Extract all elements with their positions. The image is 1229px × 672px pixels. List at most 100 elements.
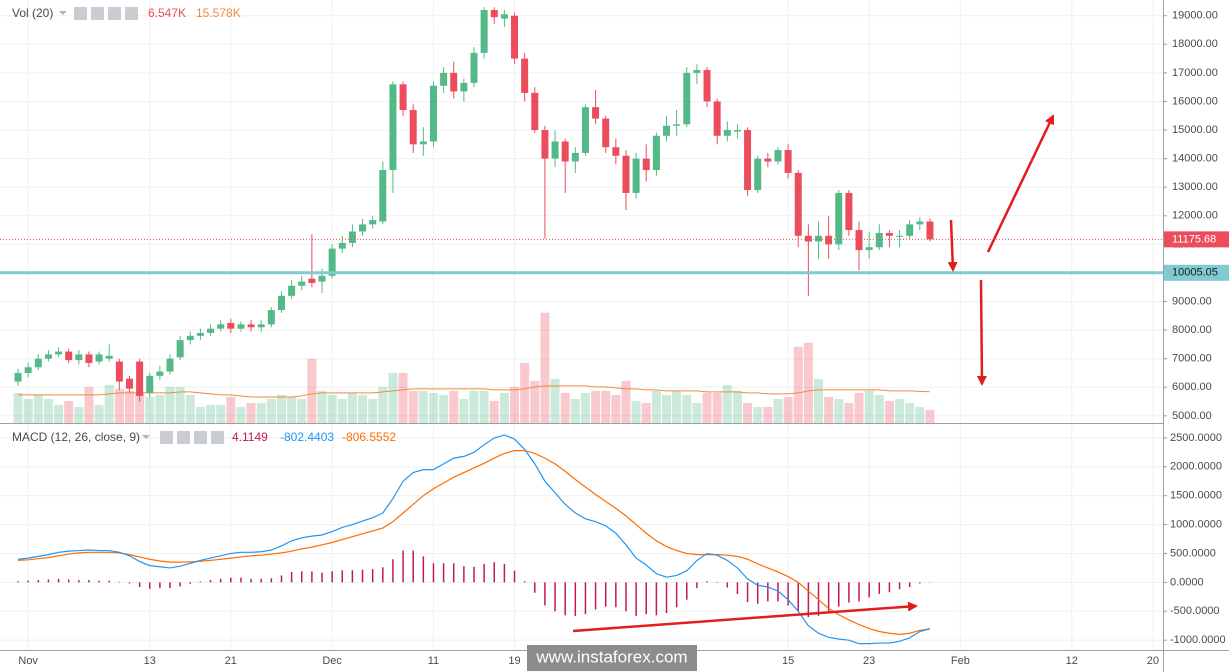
arrow bbox=[947, 219, 958, 272]
candle-body bbox=[906, 224, 914, 236]
candle-body bbox=[55, 351, 63, 355]
volume-bar bbox=[591, 390, 601, 423]
x-tick-label: 23 bbox=[863, 655, 875, 667]
y-tick-label: 500.0000 bbox=[1170, 547, 1216, 559]
volume-bar bbox=[94, 404, 104, 423]
icon-button[interactable] bbox=[91, 7, 104, 20]
volume-bar bbox=[722, 384, 732, 423]
y-tick-label: 1000.0000 bbox=[1170, 518, 1222, 530]
volume-bar bbox=[884, 400, 894, 423]
macd-last: -802.4403 bbox=[280, 430, 334, 444]
macd-title: MACD (12, 26, close, 9) bbox=[12, 430, 140, 444]
y-tick-label: 7000.00 bbox=[1172, 353, 1212, 365]
icon-button[interactable] bbox=[177, 431, 190, 444]
candle-body bbox=[723, 130, 731, 136]
candle-body bbox=[541, 130, 549, 159]
icon-button[interactable] bbox=[160, 431, 173, 444]
candle-body bbox=[845, 192, 853, 231]
candle-body bbox=[592, 107, 600, 119]
candle-body bbox=[713, 101, 721, 136]
candle-body bbox=[875, 232, 883, 248]
volume-ma-line bbox=[18, 385, 930, 398]
signal-last: -806.5552 bbox=[342, 430, 396, 444]
candle-body bbox=[480, 10, 488, 53]
volume-bar bbox=[783, 396, 793, 423]
volume-bar bbox=[641, 402, 651, 423]
volume-bar bbox=[428, 392, 438, 423]
volume-bar bbox=[378, 386, 388, 423]
volume-bar bbox=[418, 390, 428, 423]
volume-header: Vol (20) 6.547K 15.578K bbox=[12, 6, 241, 20]
candle-body bbox=[703, 70, 711, 102]
candle-body bbox=[176, 340, 184, 358]
volume-last: 6.547K bbox=[148, 6, 186, 20]
volume-bar bbox=[317, 390, 327, 423]
y-tick-label: 0.0000 bbox=[1170, 576, 1204, 588]
candle-body bbox=[683, 72, 691, 125]
candle-body bbox=[632, 158, 640, 193]
candle-body bbox=[105, 355, 113, 359]
candle-body bbox=[247, 324, 255, 328]
candle-body bbox=[24, 367, 32, 373]
volume-bar bbox=[216, 404, 226, 423]
volume-bar bbox=[84, 386, 94, 423]
volume-bar bbox=[358, 394, 368, 423]
volume-bar bbox=[297, 398, 307, 423]
x-tick-label: 19 bbox=[508, 655, 520, 667]
volume-ma-last: 15.578K bbox=[196, 6, 241, 20]
candle-body bbox=[257, 324, 265, 328]
candle-body bbox=[450, 72, 458, 92]
candle-body bbox=[277, 295, 285, 311]
icon-button[interactable] bbox=[108, 7, 121, 20]
volume-bar bbox=[702, 392, 712, 423]
volume-bar bbox=[601, 390, 611, 423]
macd-header: MACD (12, 26, close, 9) 4.1149 -802.4403… bbox=[12, 430, 396, 444]
candle-body bbox=[652, 135, 660, 171]
candle-body bbox=[460, 82, 468, 92]
candle-body bbox=[622, 155, 630, 193]
candle-body bbox=[115, 361, 123, 382]
volume-bar bbox=[813, 378, 823, 423]
candle-body bbox=[44, 354, 52, 359]
icon-button[interactable] bbox=[74, 7, 87, 20]
volume-bar bbox=[33, 394, 43, 423]
y-tick-label: 19000.00 bbox=[1172, 10, 1218, 22]
volume-bar bbox=[266, 398, 276, 423]
volume-bar bbox=[23, 398, 33, 423]
icon-button[interactable] bbox=[194, 431, 207, 444]
candle-body bbox=[379, 170, 387, 222]
watermark-box bbox=[527, 645, 697, 671]
candle-body bbox=[602, 118, 610, 148]
volume-bar bbox=[915, 406, 925, 423]
candle-body bbox=[612, 147, 620, 156]
candle-body bbox=[764, 158, 772, 162]
volume-bar bbox=[327, 394, 337, 423]
dropdown-icon[interactable] bbox=[59, 11, 67, 15]
x-tick-label: 12 bbox=[1066, 655, 1078, 667]
volume-bar bbox=[662, 394, 672, 423]
volume-bar bbox=[43, 398, 53, 423]
candle-body bbox=[490, 10, 498, 18]
candle-body bbox=[429, 85, 437, 142]
candle-body bbox=[419, 141, 427, 145]
candle-body bbox=[500, 14, 508, 19]
icon-button[interactable] bbox=[211, 431, 224, 444]
candle-body bbox=[855, 230, 863, 251]
volume-bar bbox=[175, 386, 185, 423]
candle-body bbox=[744, 130, 752, 191]
volume-bar bbox=[124, 390, 134, 423]
volume-bar bbox=[803, 342, 813, 423]
volume-bar bbox=[692, 402, 702, 423]
icon-button[interactable] bbox=[125, 7, 138, 20]
candle-body bbox=[338, 242, 346, 249]
candle-body bbox=[399, 84, 407, 111]
volume-bar bbox=[74, 406, 84, 423]
dropdown-icon[interactable] bbox=[142, 435, 150, 439]
volume-bar bbox=[226, 396, 236, 423]
y-tick-label: 17000.00 bbox=[1172, 67, 1218, 79]
volume-bar bbox=[54, 404, 64, 423]
x-tick-label: 20 bbox=[1147, 655, 1159, 667]
candle-body bbox=[136, 361, 144, 396]
x-tick-label: 21 bbox=[225, 655, 237, 667]
